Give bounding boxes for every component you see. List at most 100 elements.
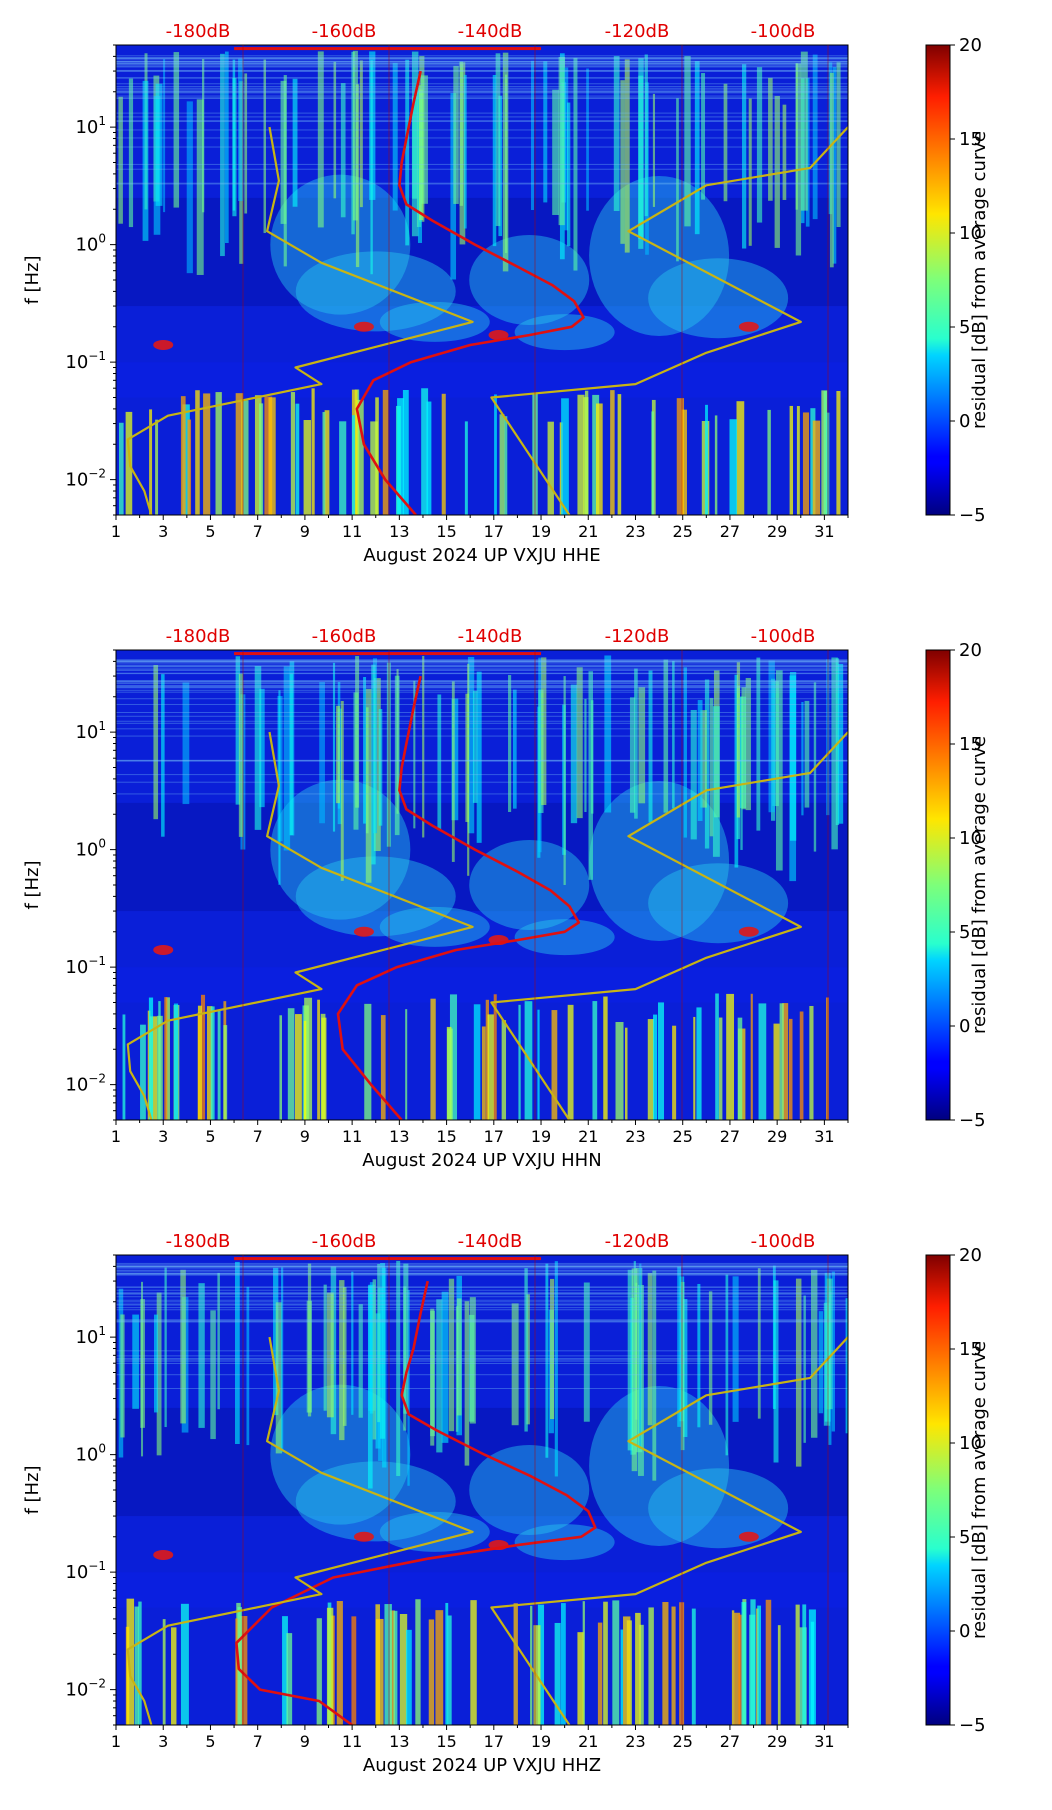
hf-line [116, 58, 848, 60]
lf-streak [294, 1014, 302, 1120]
streak [795, 63, 802, 256]
hf-line [116, 759, 848, 761]
streak [552, 89, 559, 215]
top-db-label: -180dB [166, 626, 231, 647]
colorbar-label: residual [dB] from average curve [969, 131, 990, 429]
hf-line [116, 1360, 848, 1362]
x-tick-label: 11 [342, 522, 362, 541]
lf-streak [789, 405, 794, 515]
lf-streak [399, 1614, 408, 1725]
streak [275, 1302, 283, 1454]
hf-line [116, 1273, 848, 1275]
lf-streak [826, 997, 829, 1120]
noise-blob [295, 1461, 456, 1542]
hf-line [116, 1270, 848, 1272]
lf-streak [777, 1625, 781, 1725]
lf-streak [773, 1023, 780, 1120]
lf-streak [304, 997, 313, 1120]
lf-streak [635, 1612, 641, 1725]
hf-line [116, 659, 848, 661]
streak [323, 1284, 327, 1411]
streak [576, 667, 583, 819]
top-db-label: -160dB [312, 1231, 377, 1252]
lf-streak [206, 1006, 213, 1120]
hf-line [116, 662, 848, 664]
lf-streak [750, 1599, 756, 1725]
lf-streak [485, 999, 489, 1120]
streak [453, 65, 459, 204]
hf-line [116, 92, 848, 94]
y-tick-label: 100 [75, 837, 106, 861]
streak [378, 708, 383, 826]
hf-line [116, 1266, 848, 1268]
x-tick-label: 29 [767, 1732, 787, 1751]
streak [196, 99, 204, 275]
lf-streak [693, 1016, 696, 1120]
series-line-nlnm [126, 1336, 474, 1725]
lf-streak [757, 1605, 762, 1725]
streak [652, 1270, 657, 1481]
streak [336, 705, 340, 804]
colorbar-tick-label: −5 [959, 505, 986, 526]
streak [564, 67, 569, 231]
lf-streak [765, 1599, 772, 1725]
streak [773, 1280, 779, 1463]
colorbar [925, 44, 951, 516]
hf-line [116, 77, 848, 79]
streak [355, 656, 360, 808]
streak [502, 52, 509, 272]
hf-line [116, 83, 848, 85]
lf-streak [430, 998, 436, 1120]
streak [772, 680, 779, 807]
streak [120, 1314, 125, 1438]
hf-line [116, 95, 848, 97]
lf-streak [779, 1003, 784, 1120]
lf-streak [662, 1602, 669, 1725]
hf-line [116, 1296, 848, 1298]
lf-streak [259, 403, 264, 515]
band [116, 802, 848, 912]
lf-streak [173, 1003, 179, 1120]
hf-line [116, 1304, 848, 1306]
band [116, 197, 848, 307]
hf-line [116, 1293, 848, 1295]
streak [804, 700, 810, 808]
hot-spot [153, 1549, 174, 1560]
hf-line [116, 70, 848, 72]
streak [365, 688, 372, 883]
lf-streak [501, 1020, 507, 1120]
lf-streak [672, 1025, 677, 1120]
lf-streak [734, 1612, 741, 1725]
lf-streak [809, 1005, 814, 1120]
lf-streak [537, 1604, 545, 1725]
streak [795, 1278, 802, 1467]
streak [224, 51, 229, 244]
hf-line [116, 682, 848, 684]
lf-streak [402, 390, 409, 515]
lf-streak [518, 1004, 521, 1120]
hf-line [116, 97, 848, 99]
streak [436, 1299, 443, 1453]
streak [254, 665, 262, 830]
x-axis-label: August 2024 UP VXJU HHZ [363, 1755, 601, 1776]
lf-streak [126, 1598, 135, 1725]
streak [128, 78, 134, 228]
x-tick-label: 11 [342, 1732, 362, 1751]
streak [680, 1281, 685, 1451]
lf-streak [393, 1610, 398, 1725]
hf-line [116, 62, 848, 64]
x-tick-label: 19 [531, 522, 551, 541]
hf-line [116, 774, 848, 776]
streak [704, 679, 710, 849]
y-tick-label: 101 [75, 114, 106, 138]
lf-streak [375, 1618, 384, 1725]
hf-line [116, 1292, 848, 1294]
y-tick-label: 10−1 [65, 954, 106, 978]
spectrogram-texture [116, 652, 848, 1120]
y-tick-label: 101 [75, 719, 106, 743]
streak [801, 701, 804, 816]
hot-spot [738, 1531, 759, 1542]
hf-line [116, 1266, 848, 1268]
lf-streak [197, 1012, 201, 1120]
